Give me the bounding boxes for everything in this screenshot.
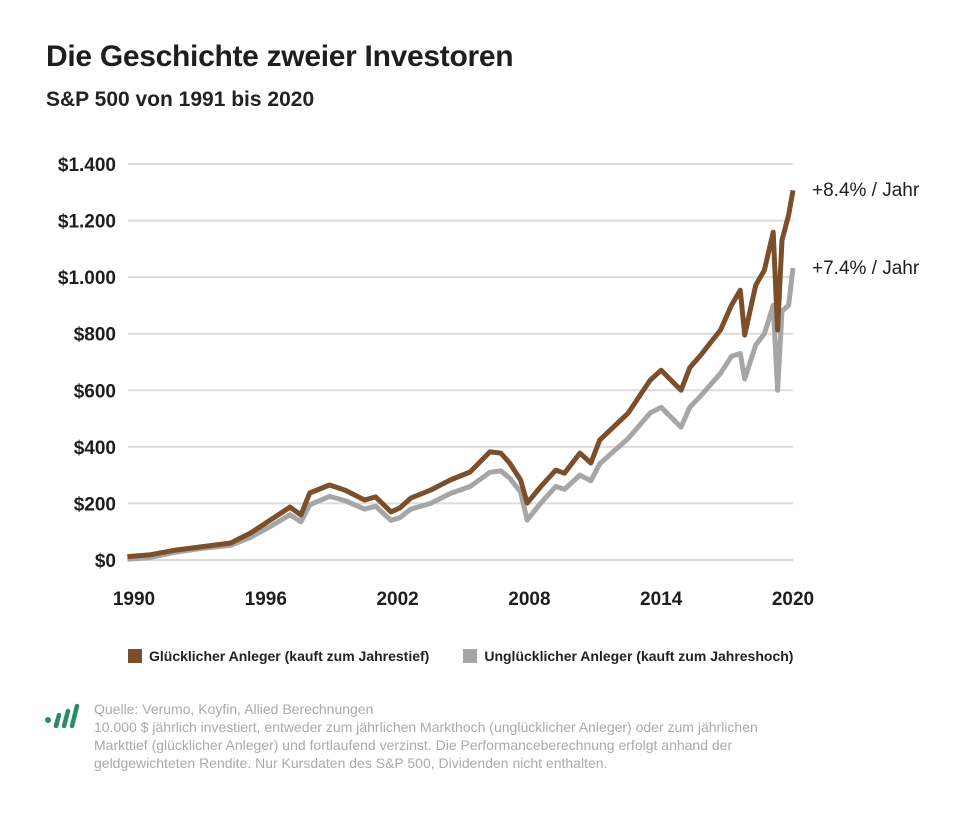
legend-item-lucky: Glücklicher Anleger (kauft zum Jahrestie…	[128, 648, 429, 664]
y-tick-label: $600	[74, 381, 116, 402]
series-line-unlucky	[127, 267, 796, 562]
y-tick-label: $1.400	[58, 155, 116, 176]
annotation-lucky: +8.4% / Jahr	[812, 180, 920, 201]
y-tick-label: $0	[95, 551, 116, 572]
methodology-note: 10.000 $ jährlich investiert, entweder z…	[94, 719, 758, 771]
x-tick-label: 2020	[772, 589, 814, 610]
legend-swatch-unlucky	[463, 649, 478, 663]
chart-title: Die Geschichte zweier Investoren	[46, 40, 514, 73]
line-chart: $0 $200 $400 $600 $800 $1.000 $1.200 $1.400 199…	[58, 155, 920, 610]
legend-swatch-lucky	[128, 649, 142, 663]
x-tick-label: 2008	[508, 589, 550, 610]
y-tick-label: $800	[74, 325, 116, 346]
y-tick-label: $1.000	[58, 268, 116, 289]
x-tick-label: 2002	[376, 589, 418, 610]
source-note: Quelle: Verumo, Koyfin, Allied Berechnun…	[94, 701, 374, 717]
y-tick-label: $200	[74, 494, 116, 515]
y-tick-label: $1.200	[58, 212, 116, 233]
chart-subtitle: S&P 500 von 1991 bis 2020	[46, 88, 315, 111]
annotation-unlucky: +7.4% / Jahr	[812, 258, 920, 279]
x-tick-label: 1990	[113, 589, 155, 610]
legend-label-unlucky: Unglücklicher Anleger (kauft zum Jahresh…	[484, 648, 794, 664]
x-tick-label: 2014	[640, 589, 683, 610]
legend-label-lucky: Glücklicher Anleger (kauft zum Jahrestie…	[149, 648, 430, 664]
footer: Quelle: Verumo, Koyfin, Allied Berechnun…	[94, 700, 814, 772]
y-tick-label: $400	[74, 438, 116, 459]
logo-icon	[45, 703, 80, 729]
series-line-lucky	[127, 189, 796, 560]
legend-item-unlucky: Unglücklicher Anleger (kauft zum Jahresh…	[463, 648, 793, 664]
x-tick-label: 1996	[245, 589, 287, 610]
legend: Glücklicher Anleger (kauft zum Jahrestie…	[128, 648, 793, 664]
